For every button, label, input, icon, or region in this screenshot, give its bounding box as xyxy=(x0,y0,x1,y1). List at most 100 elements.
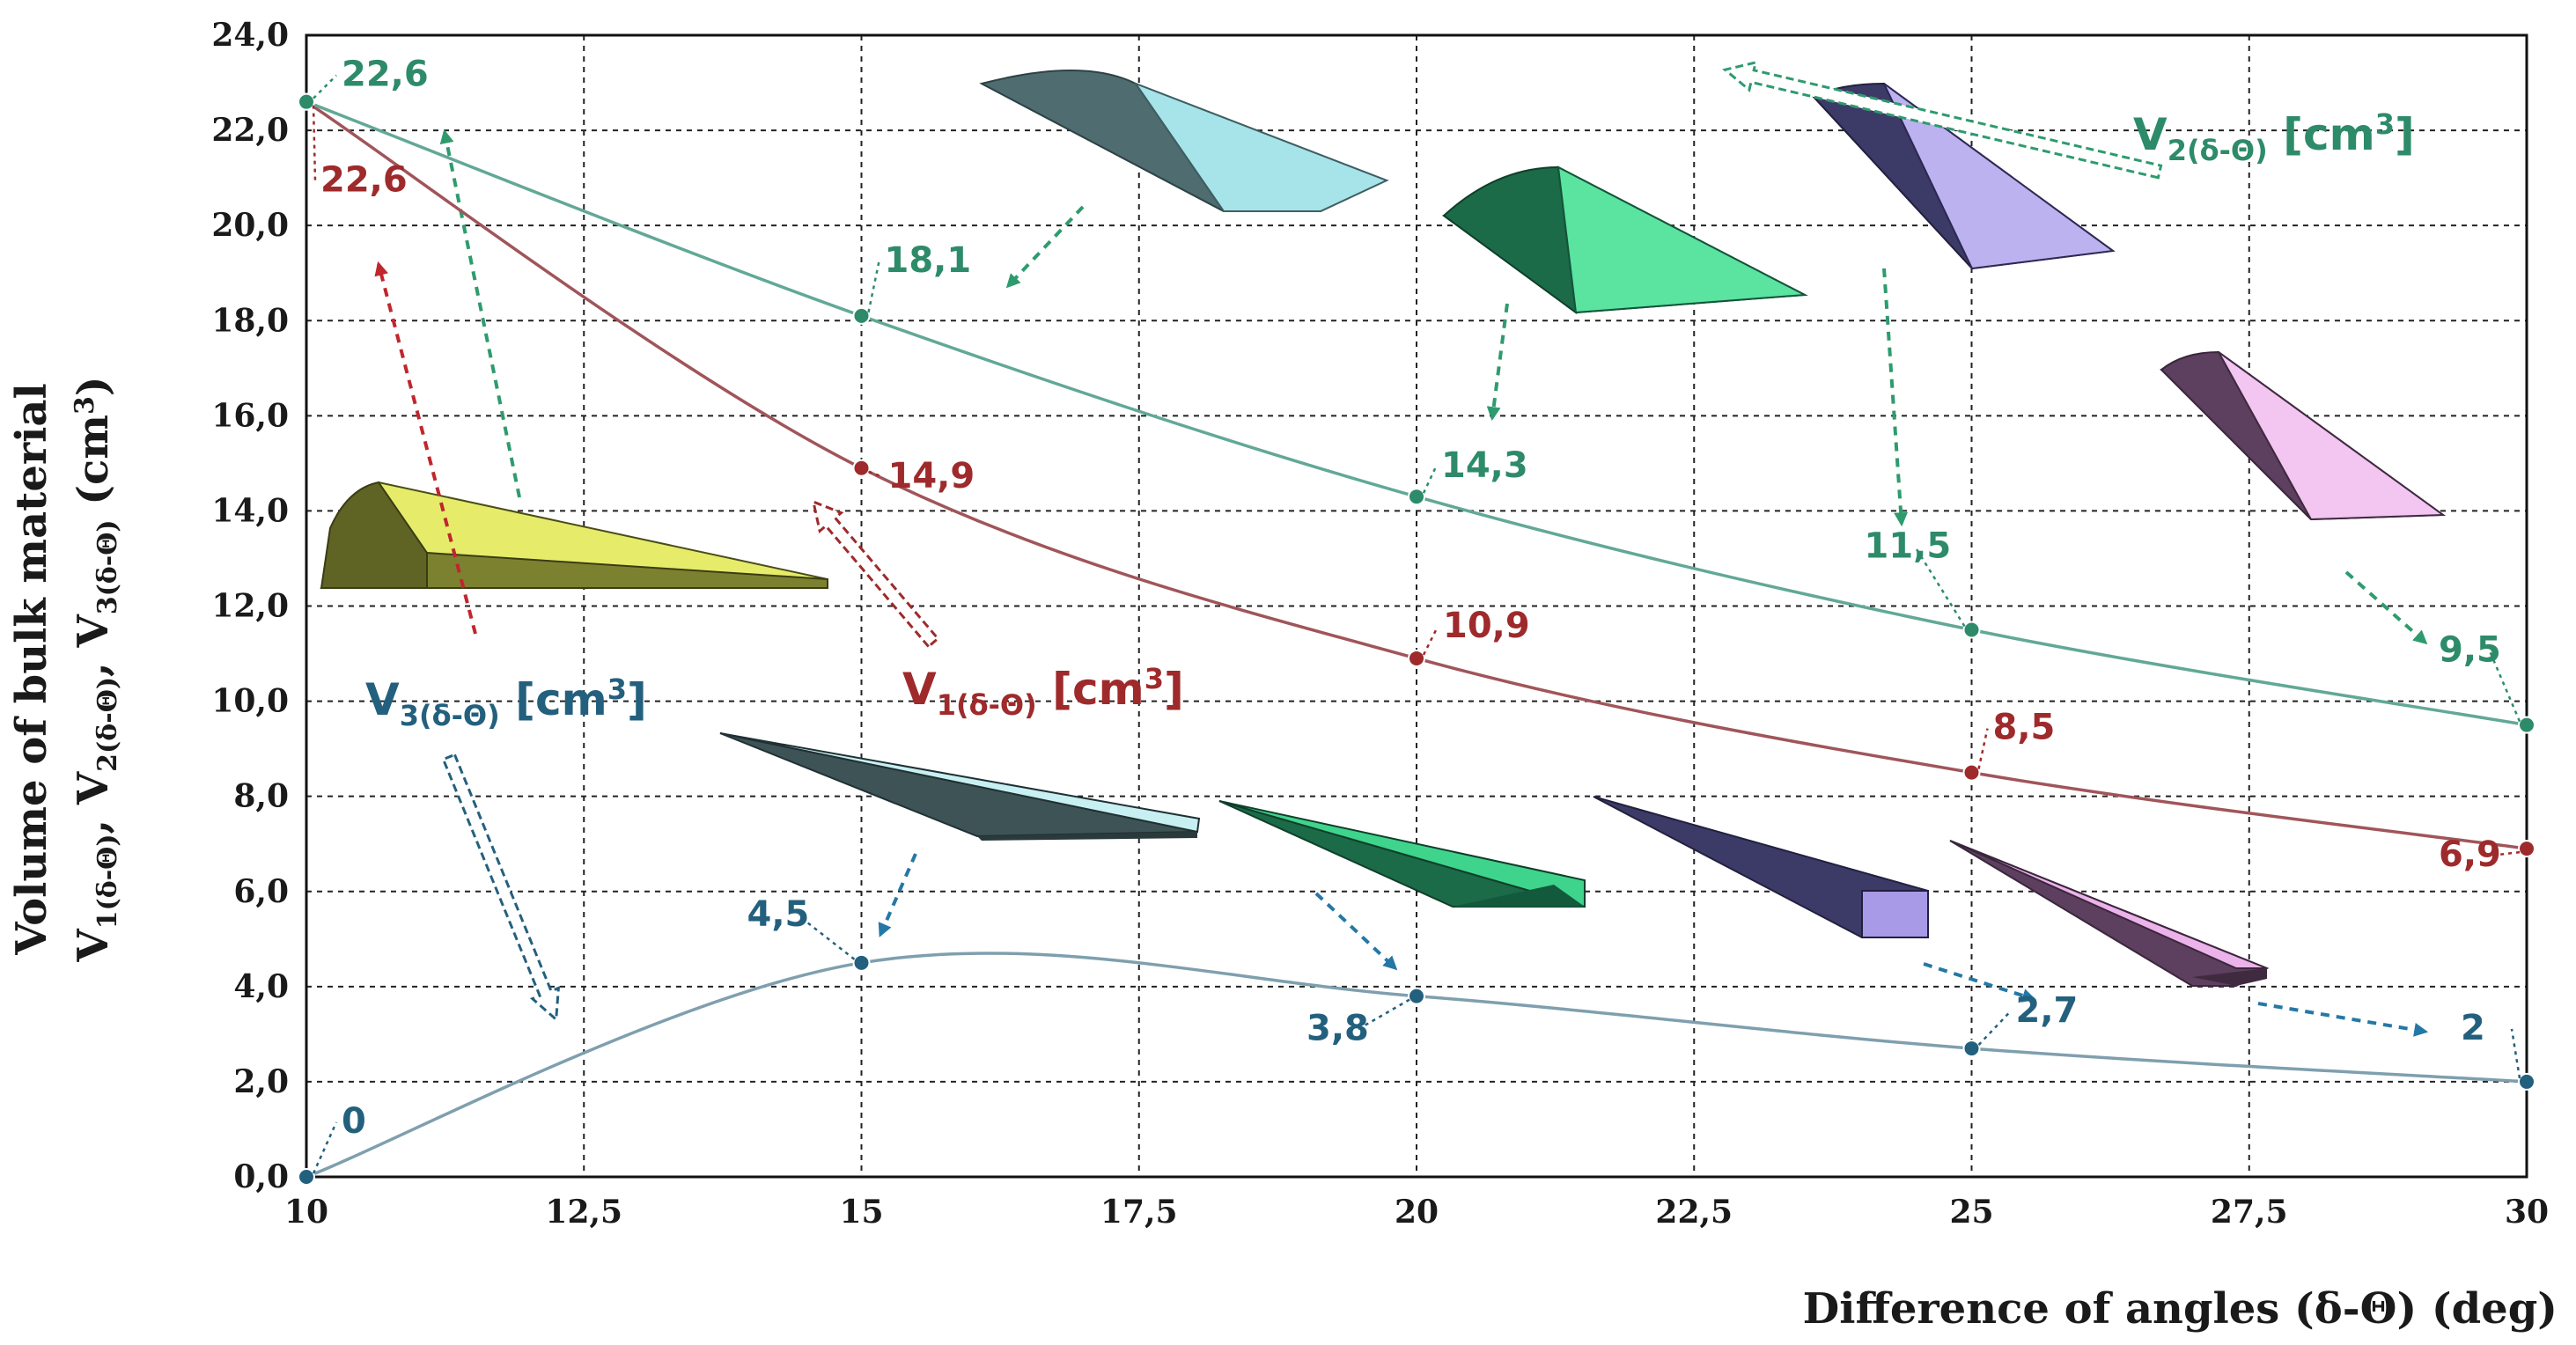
label-leaders xyxy=(312,74,2521,1174)
leader-v1 xyxy=(2489,850,2521,857)
prism-green-top xyxy=(1441,165,1808,315)
data-label-v3: 0 xyxy=(342,1101,366,1142)
data-label-v2: 11,5 xyxy=(1865,526,1952,567)
data-label-v3: 2,7 xyxy=(2016,990,2079,1031)
arrow-green-v2-start xyxy=(439,129,521,498)
point-v1 xyxy=(1408,649,1425,667)
data-label-v1: 14,9 xyxy=(888,456,975,496)
data-label-v2: 9,5 xyxy=(2439,630,2501,671)
y-tick-label: 2,0 xyxy=(233,1063,289,1100)
leader-v2 xyxy=(313,74,337,99)
series-label-v1: V1(δ-Θ) [cm3] xyxy=(902,662,1184,722)
tick-labels: 10 12,5 15 17,5 20 22,5 25 27,5 300,02,04,06,08,… xyxy=(211,17,2549,1231)
y-tick-label: 24,0 xyxy=(211,17,289,54)
series-label-v2: V2(δ-Θ) [cm3] xyxy=(2133,107,2415,167)
data-labels: 22,6 14,9 10,9 8,5 6,9 22,6 18,1 14,3 11,5 9,5 0 4,… xyxy=(320,55,2501,1142)
data-label-v2: 14,3 xyxy=(1441,445,1528,486)
callout-arrows xyxy=(374,129,2429,1037)
point-v1 xyxy=(2518,840,2536,858)
point-v2 xyxy=(852,306,871,325)
point-v3 xyxy=(298,1168,315,1186)
x-tick-label: 30 xyxy=(2505,1194,2549,1231)
y-axis-title: Volume of bulk material V1(δ-Θ), V2(δ-Θ)… xyxy=(7,376,123,962)
x-axis-title: Difference of angles (δ-Θ) (deg) xyxy=(1803,1284,2558,1334)
y-tick-label: 12,0 xyxy=(211,588,289,625)
leader-v1 xyxy=(312,105,317,181)
x-tick-label: 12,5 xyxy=(545,1194,622,1231)
x-tick-label: 20 xyxy=(1395,1194,1439,1231)
wedge-green-bottom xyxy=(1218,800,1586,908)
point-v3 xyxy=(1962,1040,1981,1058)
series-label-v3: V3(δ-Θ) [cm3] xyxy=(365,672,647,732)
arrow-green-11-5 xyxy=(1882,268,1909,527)
y-tick-label: 4,0 xyxy=(233,968,289,1005)
block-arrow-v1 xyxy=(811,499,940,649)
x-tick-label: 17,5 xyxy=(1100,1194,1178,1231)
prism-purple-top xyxy=(1812,82,2116,270)
leader-v2 xyxy=(867,261,880,313)
y-tick-label: 10,0 xyxy=(211,683,289,720)
y-tick-label: 20,0 xyxy=(211,207,289,244)
y-axis-title-line1: Volume of bulk material xyxy=(7,383,56,956)
plot-frame xyxy=(305,33,2528,1179)
data-label-v1: 6,9 xyxy=(2439,834,2501,875)
y-tick-label: 14,0 xyxy=(211,492,289,529)
data-label-v1: 8,5 xyxy=(1993,708,2056,748)
arrow-green-9-5 xyxy=(2344,570,2428,645)
leader-v3 xyxy=(1357,998,1410,1031)
point-v1 xyxy=(1962,763,1981,782)
x-tick-label: 15 xyxy=(839,1194,883,1231)
data-label-v2: 22,6 xyxy=(342,55,429,95)
arrow-green-18-1 xyxy=(1005,205,1085,289)
x-tick-label: 27,5 xyxy=(2211,1194,2288,1231)
arrow-blue-4-5 xyxy=(878,853,917,937)
leader-v1 xyxy=(1977,728,1989,769)
data-label-v3: 2 xyxy=(2461,1008,2485,1048)
data-label-v3: 4,5 xyxy=(747,894,810,935)
x-tick-label: 10 xyxy=(284,1194,328,1231)
point-v2 xyxy=(298,92,315,111)
y-tick-label: 22,0 xyxy=(211,112,289,149)
point-v1 xyxy=(852,459,871,477)
wedge-cyan-bottom xyxy=(719,732,1201,841)
leader-v1 xyxy=(868,470,883,478)
point-v2 xyxy=(2518,716,2536,734)
y-tick-label: 0,0 xyxy=(233,1158,289,1195)
data-label-v1: 22,6 xyxy=(320,160,408,201)
arrow-red-v1-start xyxy=(374,261,477,635)
arrow-blue-2-7 xyxy=(1923,962,2037,1003)
arrow-blue-2 xyxy=(2257,1002,2429,1037)
arrow-green-14-3 xyxy=(1486,303,1509,422)
point-v3 xyxy=(1408,987,1425,1005)
block-arrow-v3 xyxy=(441,753,561,1023)
prism-yellow xyxy=(320,481,828,589)
point-v2 xyxy=(1962,621,1981,639)
data-label-v3: 3,8 xyxy=(1306,1009,1369,1049)
prism-pink-top xyxy=(2160,350,2446,521)
illustration-shapes xyxy=(320,70,2446,987)
arrow-blue-3-8 xyxy=(1314,892,1398,971)
plot-border xyxy=(305,33,2528,1179)
leader-v1 xyxy=(1422,626,1439,656)
data-label-v2: 18,1 xyxy=(885,240,972,281)
point-v3 xyxy=(852,953,871,972)
point-v2 xyxy=(1408,488,1425,506)
leader-v3 xyxy=(1977,1011,2012,1046)
wedge-purple-bottom xyxy=(1593,796,1929,938)
grid-lines xyxy=(305,34,2528,1178)
series-markers xyxy=(298,92,2536,1186)
y-tick-label: 6,0 xyxy=(233,873,289,910)
leader-v2 xyxy=(1422,466,1438,494)
leader-v3 xyxy=(2510,1028,2521,1079)
block-arrow-v2 xyxy=(1722,60,2163,180)
leader-v2 xyxy=(2488,650,2521,723)
x-tick-label: 22,5 xyxy=(1655,1194,1733,1231)
y-axis-title-line2: V1(δ-Θ), V2(δ-Θ), V3(δ-Θ) (cm3) xyxy=(69,376,123,962)
wedge-pink-bottom xyxy=(1949,840,2270,987)
y-tick-label: 8,0 xyxy=(233,778,289,815)
x-tick-label: 25 xyxy=(1949,1194,1993,1231)
data-label-v1: 10,9 xyxy=(1443,606,1530,646)
y-tick-label: 18,0 xyxy=(211,302,289,339)
prism-cyan-top xyxy=(979,70,1389,212)
